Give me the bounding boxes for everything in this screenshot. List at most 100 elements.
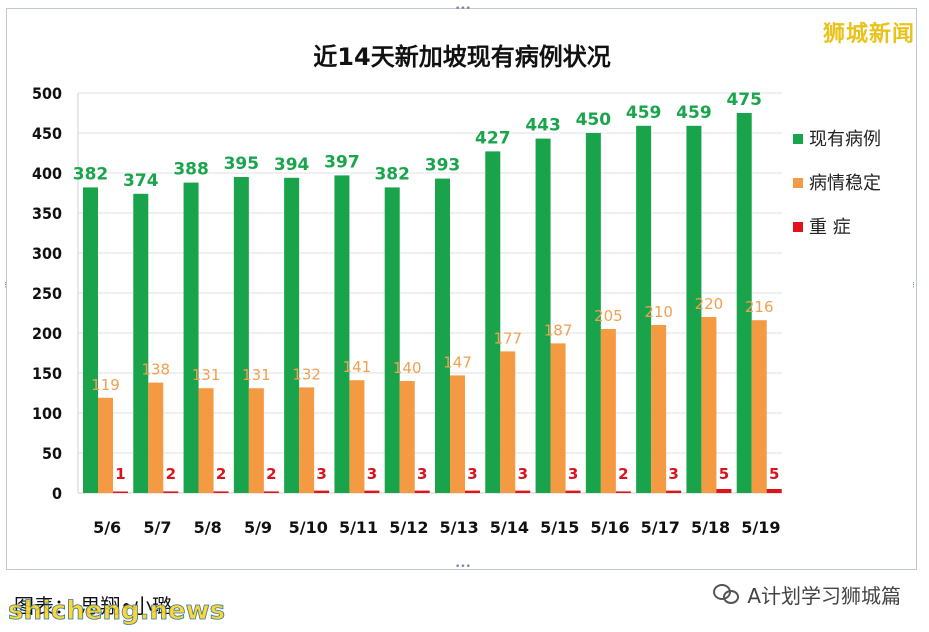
data-label: 205 <box>594 307 623 325</box>
data-label: 220 <box>695 295 724 313</box>
data-label: 443 <box>525 116 561 136</box>
data-label: 3 <box>467 465 477 483</box>
y-tick-label: 0 <box>52 484 62 503</box>
bar <box>314 490 330 493</box>
chart-title: 近14天新加坡现有病例状况 <box>313 43 610 71</box>
bar <box>399 381 415 493</box>
x-tick-label: 5/18 <box>691 518 730 537</box>
x-tick-label: 5/10 <box>289 518 328 537</box>
y-tick-label: 200 <box>32 324 62 343</box>
bar <box>550 343 566 493</box>
resize-handle-top[interactable]: ••• <box>455 4 471 14</box>
data-label: 3 <box>518 465 528 483</box>
bar <box>485 151 501 493</box>
data-label: 131 <box>242 366 271 384</box>
site-watermark: shicheng.news <box>8 596 226 627</box>
bar <box>299 387 315 493</box>
bar <box>233 177 249 493</box>
x-tick-label: 5/19 <box>741 518 780 537</box>
data-label: 382 <box>374 164 410 184</box>
data-label: 119 <box>91 376 120 394</box>
data-label: 2 <box>216 465 226 483</box>
bar <box>535 138 551 493</box>
data-label: 397 <box>324 152 360 172</box>
data-label: 3 <box>367 465 377 483</box>
bar <box>600 329 616 493</box>
bar <box>183 182 199 493</box>
bar <box>751 320 767 493</box>
y-tick-label: 150 <box>32 364 62 383</box>
wechat-icon <box>713 583 741 606</box>
bar <box>148 382 164 493</box>
x-tick-label: 5/17 <box>641 518 680 537</box>
y-tick-label: 300 <box>32 244 62 263</box>
x-tick-label: 5/8 <box>194 518 222 537</box>
data-label: 1 <box>115 465 125 483</box>
bar <box>666 490 682 493</box>
x-tick-label: 5/6 <box>93 518 121 537</box>
bar <box>465 490 480 493</box>
data-label: 132 <box>292 365 321 383</box>
y-tick-label: 450 <box>32 124 62 143</box>
bar <box>83 187 98 493</box>
data-label: 427 <box>475 128 511 148</box>
data-label: 475 <box>726 90 762 110</box>
bar <box>701 317 717 493</box>
bar <box>766 489 782 493</box>
data-label: 177 <box>493 329 522 347</box>
bar <box>263 491 279 493</box>
resize-handle-left[interactable]: ⁝ <box>4 281 7 291</box>
y-tick-label: 500 <box>32 84 62 103</box>
x-tick-label: 5/9 <box>244 518 272 537</box>
data-label: 140 <box>393 359 422 377</box>
data-label: 141 <box>343 358 372 376</box>
legend-label: 重 症 <box>809 217 851 238</box>
y-tick-label: 400 <box>32 164 62 183</box>
bar <box>636 125 652 494</box>
bar <box>113 491 128 493</box>
chart-credit-caption: 图表： 思翔•小璐 <box>14 594 173 618</box>
resize-handle-right[interactable]: ⁝ <box>912 281 915 291</box>
bar <box>515 490 531 493</box>
bar <box>213 491 229 493</box>
x-tick-label: 5/13 <box>440 518 479 537</box>
bar <box>198 388 214 493</box>
data-label: 3 <box>568 465 578 483</box>
bar <box>349 380 365 493</box>
bar <box>736 113 752 493</box>
bar <box>615 491 631 493</box>
bar <box>248 388 264 493</box>
data-label: 131 <box>192 366 221 384</box>
bar <box>565 490 581 493</box>
x-tick-label: 5/15 <box>540 518 579 537</box>
data-label: 5 <box>769 465 779 483</box>
bar <box>716 489 732 493</box>
data-label: 2 <box>266 465 276 483</box>
x-tick-label: 5/12 <box>389 518 428 537</box>
bar <box>686 125 702 494</box>
bar <box>133 193 149 494</box>
data-label: 3 <box>316 465 326 483</box>
bar <box>364 490 380 493</box>
data-label: 459 <box>676 103 712 123</box>
legend-swatch <box>793 222 803 232</box>
x-tick-label: 5/16 <box>590 518 629 537</box>
data-label: 374 <box>123 171 159 191</box>
wechat-account-name: A计划学习狮城篇 <box>747 584 901 608</box>
y-tick-label: 50 <box>42 444 62 463</box>
data-label: 394 <box>274 155 310 175</box>
bar <box>163 491 179 493</box>
data-label: 2 <box>618 465 628 483</box>
data-label: 395 <box>224 154 260 174</box>
x-tick-label: 5/7 <box>143 518 171 537</box>
data-label: 138 <box>141 361 170 379</box>
data-label: 3 <box>417 465 427 483</box>
resize-handle-bottom[interactable]: ••• <box>455 562 471 572</box>
y-tick-label: 350 <box>32 204 62 223</box>
x-tick-label: 5/11 <box>339 518 378 537</box>
bar <box>384 187 400 493</box>
legend-swatch <box>793 178 803 188</box>
data-label: 450 <box>576 110 612 130</box>
data-label: 393 <box>425 156 461 176</box>
